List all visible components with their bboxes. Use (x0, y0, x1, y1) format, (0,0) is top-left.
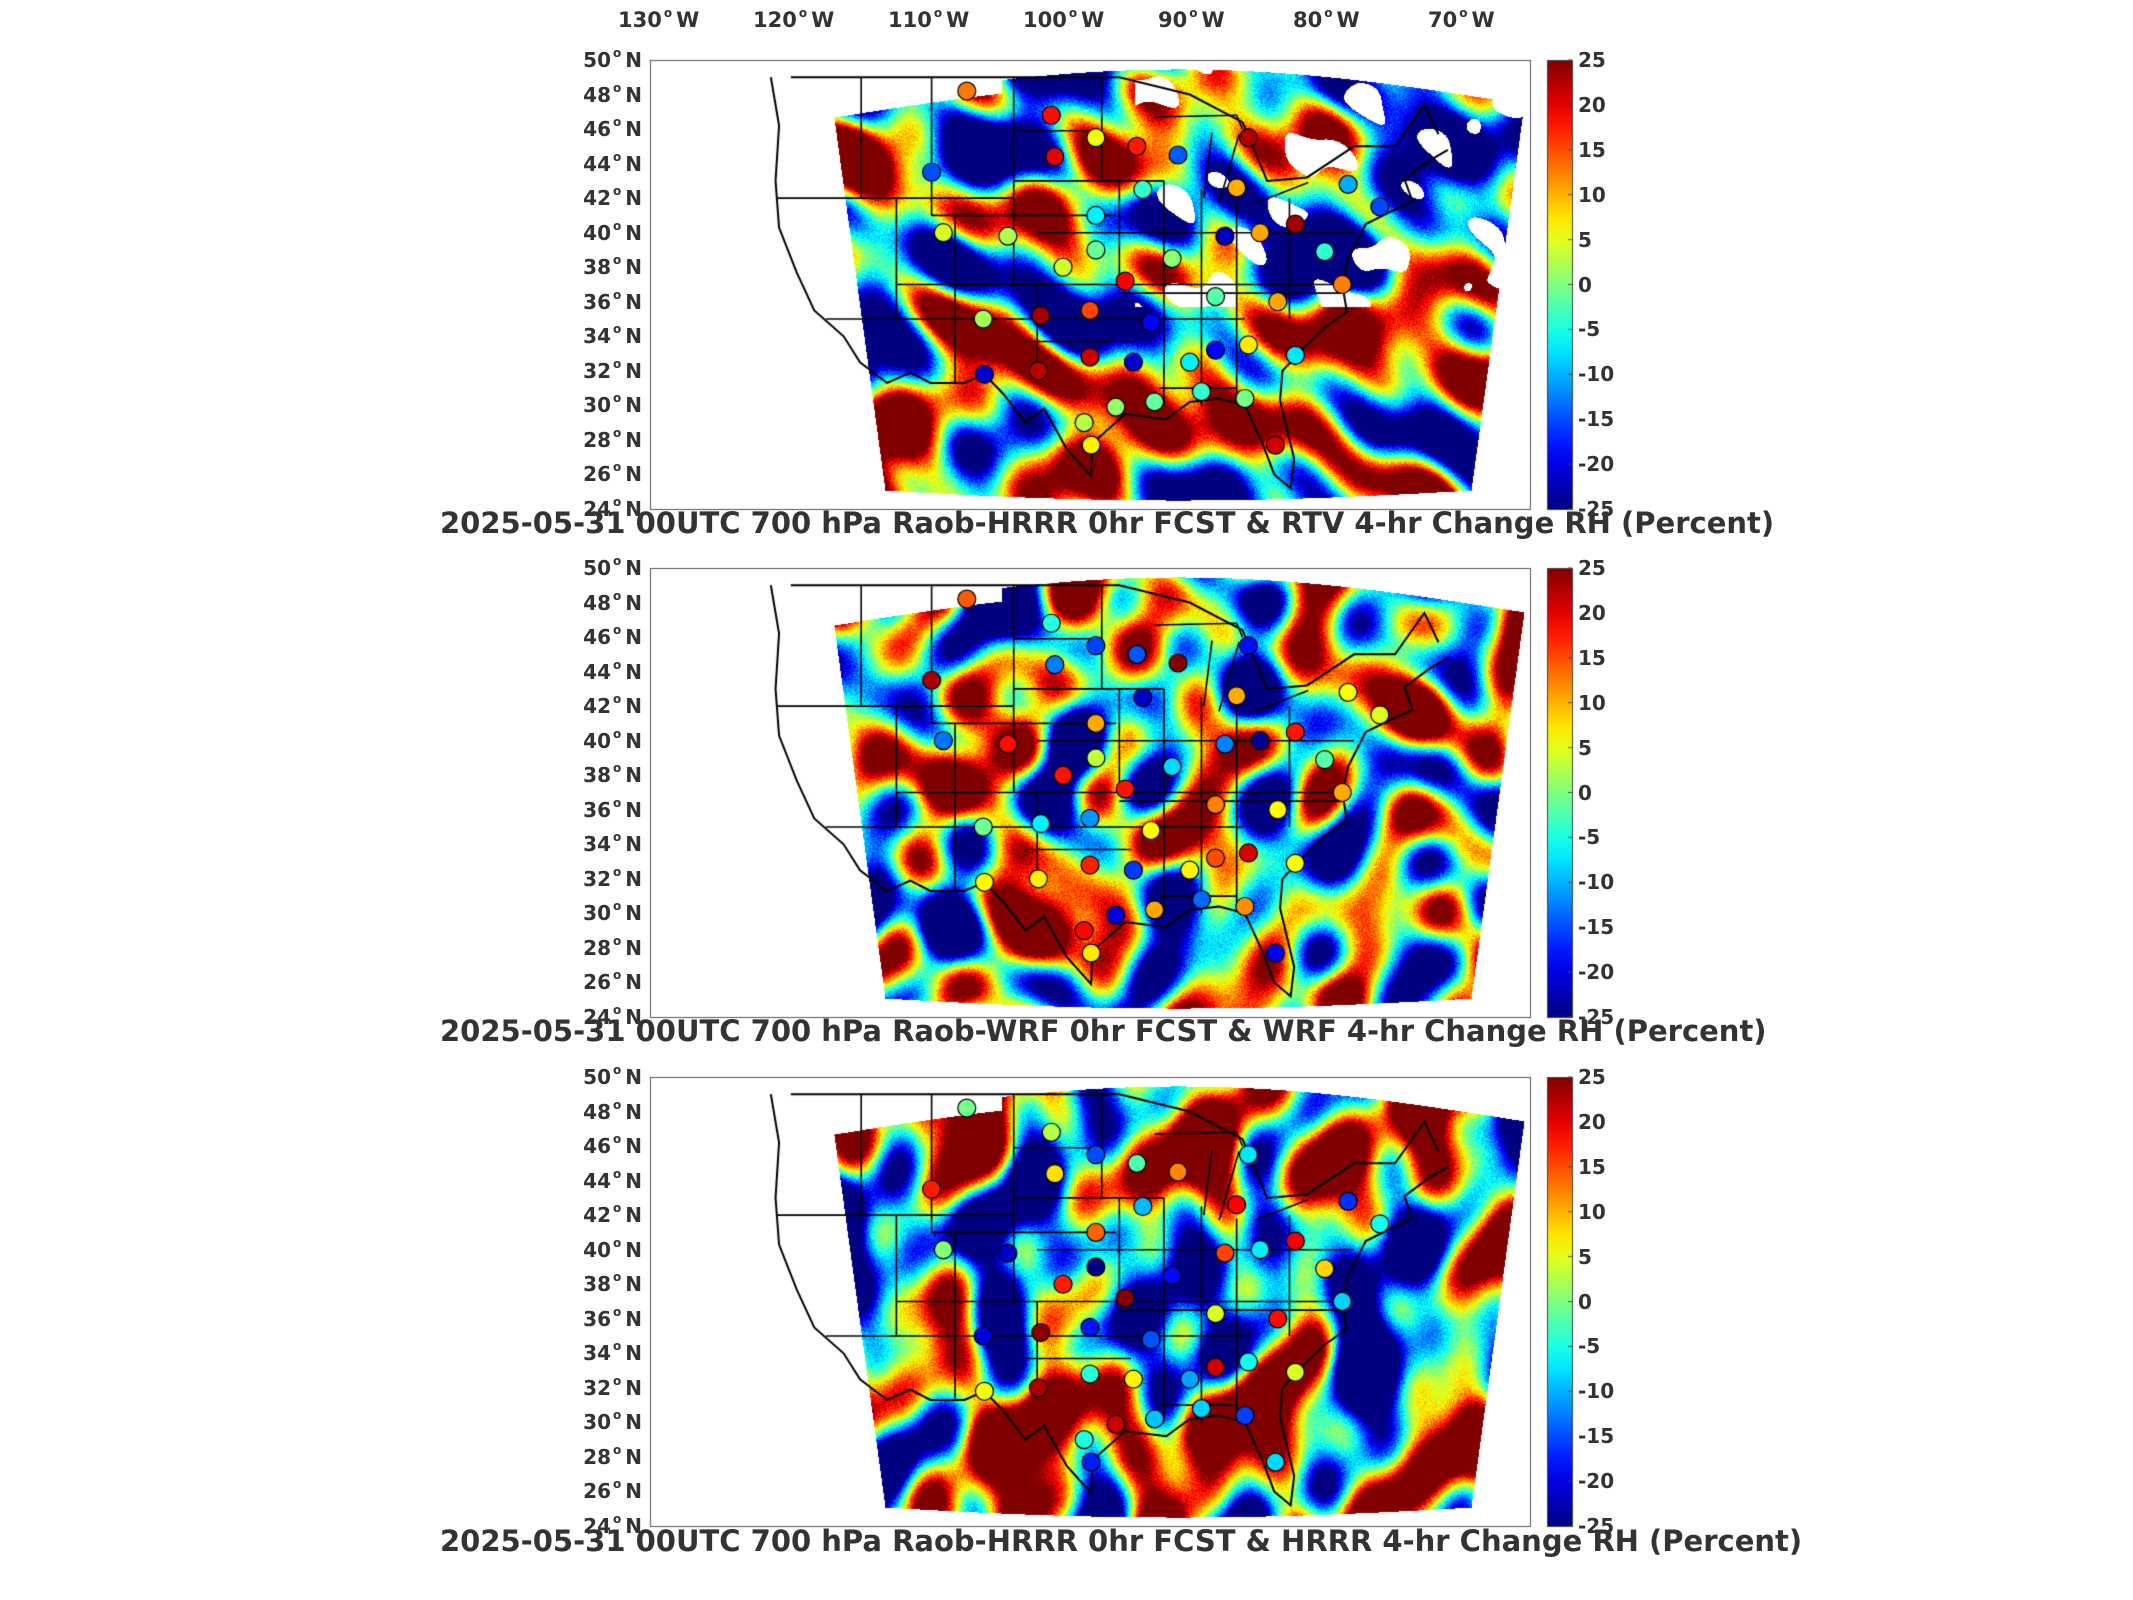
colorbar-tick-label: 5 (1578, 735, 1592, 760)
colorbar-tick-label: -15 (1578, 1424, 1615, 1449)
panel-title: 2025-05-31 00UTC 700 hPa Raob-HRRR 0hr F… (440, 506, 1775, 540)
colorbar-tick-label: 10 (1578, 182, 1606, 207)
latitude-label: 36 o N (583, 795, 642, 822)
latitude-label: 32 o N (583, 1373, 642, 1400)
colorbar-tick-label: -10 (1578, 1379, 1615, 1404)
colorbar-tick-label: 20 (1578, 600, 1606, 625)
latitude-label: 32 o N (583, 864, 642, 891)
colorbar-tick-label: -20 (1578, 452, 1615, 477)
longitude-label: 80 o W (1293, 6, 1360, 32)
latitude-label: 40 o N (583, 1235, 642, 1262)
colorbar-tick-label: 20 (1578, 92, 1606, 117)
colorbar-tick-label: 25 (1578, 1065, 1606, 1089)
colorbar-tick-label: -15 (1578, 915, 1615, 940)
longitude-label: 110 o W (888, 6, 970, 32)
latitude-label: 42 o N (583, 184, 642, 211)
colorbar-tick-label: 5 (1578, 227, 1592, 252)
colorbar-tick-label: -10 (1578, 362, 1615, 387)
colorbar-tick-label: -5 (1578, 1334, 1601, 1359)
colorbar-tick-label: 25 (1578, 48, 1606, 72)
colorbar-tick-label: 0 (1578, 1289, 1592, 1314)
latitude-label: 24 o N (583, 1512, 642, 1538)
latitude-label: 46 o N (583, 115, 642, 142)
latitude-label: 36 o N (583, 1304, 642, 1331)
longitude-label: 90 o W (1158, 6, 1225, 32)
latitude-label: 38 o N (583, 1270, 642, 1297)
panel-title: 2025-05-31 00UTC 700 hPa Raob-WRF 0hr FC… (440, 1014, 1767, 1048)
latitude-label: 40 o N (583, 726, 642, 753)
colorbar-tick-label: 10 (1578, 690, 1606, 715)
latitude-label: 48 o N (583, 588, 642, 615)
colorbar-tick-label: 5 (1578, 1244, 1592, 1269)
latitude-label: 34 o N (583, 1339, 642, 1366)
latitude-label: 30 o N (583, 1408, 642, 1435)
colorbar-tick-label: -5 (1578, 317, 1601, 342)
latitude-label: 24 o N (583, 1003, 642, 1029)
latitude-label: 46 o N (583, 1132, 642, 1159)
colorbar-tick-label: -15 (1578, 407, 1615, 432)
latitude-label: 26 o N (583, 1477, 642, 1504)
longitude-label: 100 o W (1023, 6, 1105, 32)
latitude-label: 48 o N (583, 1097, 642, 1124)
colorbar-tick-label: -25 (1578, 1005, 1615, 1029)
colorbar-tick-label: 25 (1578, 556, 1606, 580)
latitude-label: 30 o N (583, 899, 642, 926)
latitude-label: 34 o N (583, 322, 642, 349)
latitude-label: 50 o N (583, 46, 642, 72)
colorbar-tick-label: -20 (1578, 960, 1615, 985)
colorbar-tick-label: 0 (1578, 780, 1592, 805)
colorbar-tick-label: 15 (1578, 645, 1606, 670)
longitude-label: 70 o W (1428, 6, 1495, 32)
colorbar-tick-label: 20 (1578, 1109, 1606, 1134)
latitude-label: 34 o N (583, 830, 642, 857)
latitude-label: 44 o N (583, 657, 642, 684)
latitude-label: 26 o N (583, 968, 642, 995)
latitude-label: 30 o N (583, 391, 642, 418)
latitude-label: 48 o N (583, 80, 642, 107)
latitude-label: 28 o N (583, 933, 642, 960)
colorbar-tick-label: -25 (1578, 1514, 1615, 1538)
panel-title: 2025-05-31 00UTC 700 hPa Raob-HRRR 0hr F… (440, 1524, 1803, 1558)
colorbar-tick-label: -20 (1578, 1469, 1615, 1494)
latitude-label: 44 o N (583, 149, 642, 176)
colorbar-tick-label: 0 (1578, 272, 1592, 297)
latitude-label: 38 o N (583, 761, 642, 788)
longitude-label: 130 o W (618, 6, 700, 32)
latitude-label: 24 o N (583, 495, 642, 521)
latitude-label: 42 o N (583, 1201, 642, 1228)
latitude-label: 28 o N (583, 425, 642, 452)
latitude-label: 26 o N (583, 460, 642, 487)
colorbar-tick-label: 15 (1578, 1154, 1606, 1179)
latitude-label: 28 o N (583, 1442, 642, 1469)
colorbar-tick-label: 15 (1578, 137, 1606, 162)
latitude-label: 36 o N (583, 287, 642, 314)
colorbar-tick-label: 10 (1578, 1199, 1606, 1224)
colorbar-tick-label: -5 (1578, 825, 1601, 850)
latitude-label: 46 o N (583, 623, 642, 650)
colorbar-tick-label: -25 (1578, 497, 1615, 521)
latitude-label: 50 o N (583, 1063, 642, 1089)
latitude-label: 42 o N (583, 692, 642, 719)
latitude-label: 38 o N (583, 253, 642, 280)
latitude-label: 32 o N (583, 356, 642, 383)
latitude-label: 44 o N (583, 1166, 642, 1193)
longitude-label: 120 o W (753, 6, 835, 32)
latitude-label: 40 o N (583, 218, 642, 245)
colorbar-tick-label: -10 (1578, 870, 1615, 895)
latitude-label: 50 o N (583, 554, 642, 580)
